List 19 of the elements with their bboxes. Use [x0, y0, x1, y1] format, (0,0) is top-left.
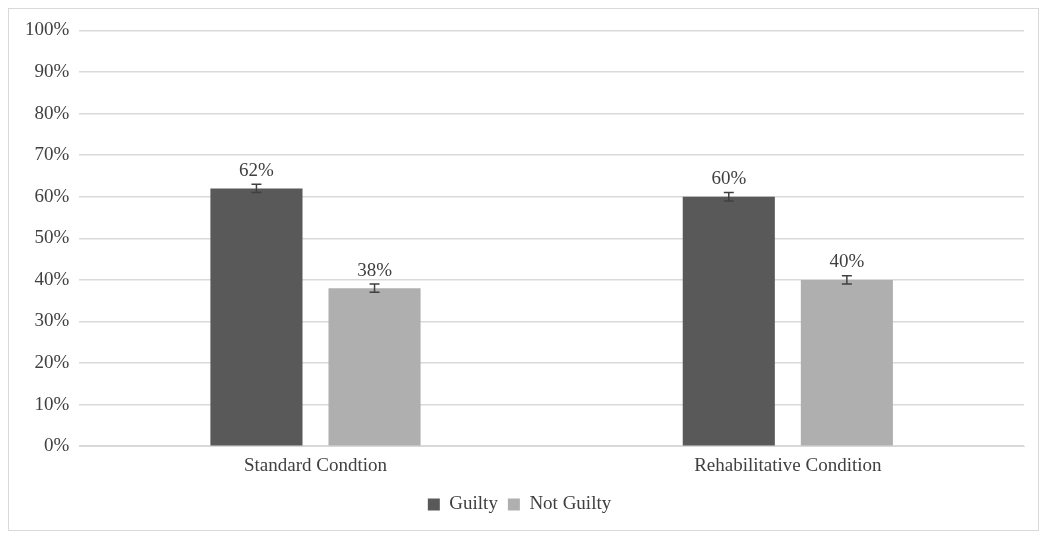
legend-label: Guilty	[449, 492, 499, 514]
y-tick-label: 10%	[34, 392, 70, 414]
y-tick-label: 40%	[34, 267, 70, 289]
data-label: 62%	[239, 158, 275, 180]
y-tick-label: 50%	[34, 226, 70, 248]
data-label: 60%	[711, 167, 747, 189]
y-tick-label: 100%	[25, 18, 70, 40]
data-label: 40%	[829, 250, 865, 272]
y-tick-label: 60%	[34, 184, 70, 206]
y-tick-label: 70%	[34, 143, 70, 165]
y-tick-label: 0%	[44, 434, 70, 456]
y-tick-label: 80%	[34, 101, 70, 123]
x-tick-label: Rehabilitative Condition	[694, 453, 882, 475]
y-tick-label: 20%	[34, 351, 70, 373]
x-tick-label: Standard Condtion	[243, 453, 388, 475]
data-label: 38%	[357, 258, 393, 280]
y-tick-label: 90%	[34, 59, 70, 81]
legend-label: Not Guilty	[529, 492, 612, 514]
y-tick-label: 30%	[34, 309, 70, 331]
